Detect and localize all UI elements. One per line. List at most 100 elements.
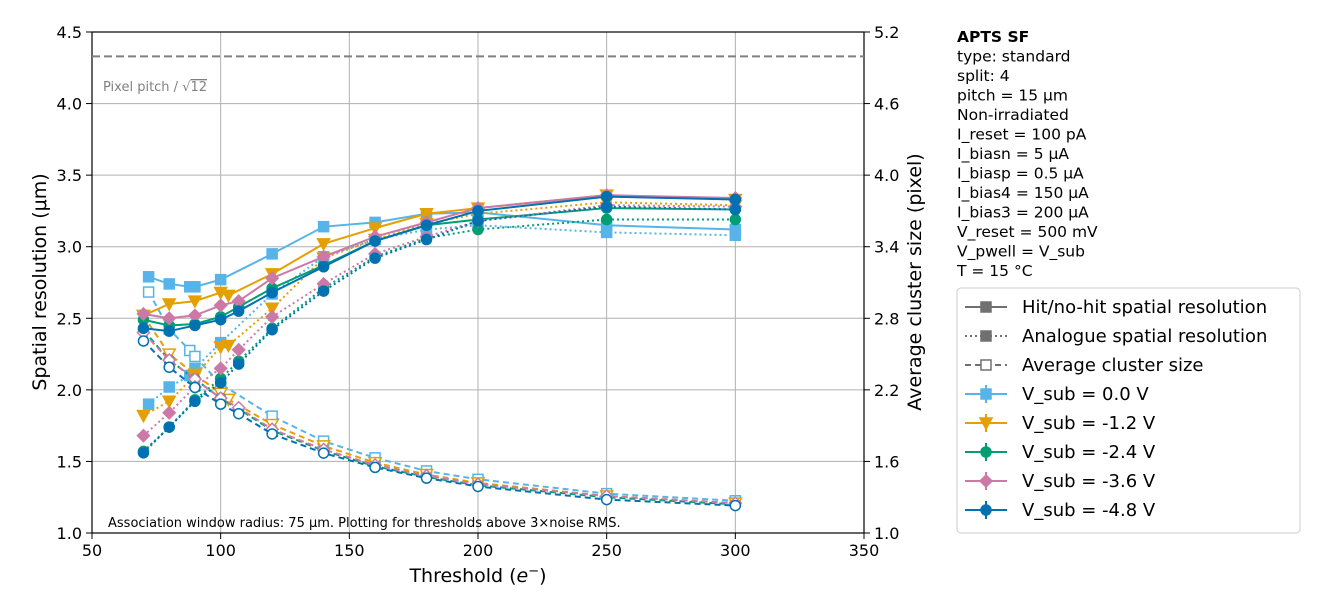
analogue-resolution-point bbox=[600, 213, 613, 226]
cluster-size-point bbox=[317, 447, 330, 459]
reference-line-label: Pixel pitch / √12 bbox=[103, 80, 207, 95]
analogue-resolution-point bbox=[136, 428, 151, 443]
legend-marker bbox=[980, 359, 992, 371]
series-4 bbox=[137, 190, 742, 512]
analogue-resolution-point bbox=[189, 395, 201, 408]
x-tick-label: 100 bbox=[205, 541, 236, 560]
analogue-resolution-point bbox=[472, 215, 484, 227]
y-tick-label-left: 4.5 bbox=[57, 23, 82, 42]
legend-label: V_sub = 0.0 V bbox=[1022, 384, 1149, 405]
hit-resolution-point bbox=[420, 219, 433, 231]
info-line: I_biasp = 0.5 μA bbox=[957, 165, 1084, 184]
hit-resolution-point bbox=[214, 273, 227, 286]
hit-resolution-point bbox=[187, 295, 203, 309]
hit-resolution-point bbox=[163, 325, 175, 337]
info-line: V_reset = 500 mV bbox=[957, 223, 1098, 242]
legend-marker bbox=[978, 473, 994, 489]
y-tick-label-left: 2.0 bbox=[57, 381, 82, 400]
analogue-resolution-line bbox=[142, 218, 736, 453]
hit-resolution-point bbox=[161, 298, 177, 312]
hit-resolution-point bbox=[163, 278, 175, 290]
hit-resolution-point bbox=[214, 313, 227, 326]
info-line: I_bias3 = 200 μA bbox=[957, 204, 1089, 223]
info-line: T = 15 °C bbox=[956, 262, 1033, 280]
legend-label: Analogue spatial resolution bbox=[1022, 326, 1267, 347]
info-line: I_bias4 = 150 μA bbox=[957, 184, 1089, 203]
info-line: type: standard bbox=[957, 48, 1071, 66]
analogue-resolution-point bbox=[162, 405, 177, 420]
analogue-resolution-point bbox=[163, 421, 175, 433]
hit-resolution-point bbox=[187, 308, 202, 323]
analogue-resolution-point bbox=[221, 339, 236, 354]
legend-marker bbox=[980, 504, 992, 516]
info-line: Non-irradiated bbox=[957, 106, 1069, 124]
analogue-resolution-line bbox=[142, 201, 736, 417]
hit-resolution-point bbox=[419, 208, 434, 222]
hit-resolution-point bbox=[137, 322, 150, 335]
hit-resolution-point bbox=[265, 271, 280, 286]
hit-resolution-point bbox=[729, 193, 742, 206]
y-tick-label-right: 2.2 bbox=[874, 381, 899, 400]
hit-resolution-point bbox=[317, 220, 330, 233]
hit-resolution-point bbox=[136, 306, 151, 322]
legend: Hit/no-hit spatial resolution Analogue sp… bbox=[956, 287, 1301, 534]
hit-resolution-point bbox=[189, 281, 201, 293]
hit-resolution-point bbox=[367, 222, 383, 236]
legend-marker bbox=[980, 330, 992, 342]
cluster-size-point bbox=[163, 361, 175, 373]
info-line: I_biasn = 5 μA bbox=[957, 145, 1069, 164]
cluster-size-line bbox=[142, 331, 736, 505]
hit-resolution-point bbox=[369, 235, 381, 247]
x-tick-label: 300 bbox=[720, 541, 751, 560]
hit-resolution-point bbox=[266, 286, 278, 299]
analogue-resolution-point bbox=[264, 302, 280, 316]
legend-marker bbox=[980, 388, 992, 400]
analogue-resolution-point bbox=[136, 409, 151, 424]
analogue-resolution-point bbox=[265, 309, 280, 324]
series-layer bbox=[136, 188, 743, 512]
y-axis-left-title: Spatial resolution (μm) bbox=[29, 173, 51, 390]
cluster-size-point bbox=[600, 493, 613, 506]
hit-resolution-point bbox=[316, 238, 331, 252]
y-tick-label-right: 5.2 bbox=[874, 23, 899, 42]
x-tick-label: 150 bbox=[334, 541, 365, 560]
legend-label: V_sub = -3.6 V bbox=[1022, 471, 1156, 492]
annotation: Association window radius: 75 μm. Plotti… bbox=[108, 516, 621, 531]
cluster-size-line bbox=[147, 291, 736, 502]
x-tick-label: 250 bbox=[591, 541, 622, 560]
analogue-resolution-point bbox=[729, 203, 742, 216]
cluster-size-point bbox=[472, 480, 484, 493]
hit-resolution-point bbox=[317, 261, 330, 273]
y-tick-label-left: 1.5 bbox=[57, 452, 82, 471]
y-tick-label-left: 1.0 bbox=[57, 524, 82, 543]
hit-resolution-point bbox=[472, 205, 484, 217]
hit-resolution-point bbox=[266, 248, 278, 260]
x-axis-title: Threshold (e−) bbox=[408, 564, 546, 588]
cluster-size-point bbox=[369, 461, 381, 474]
analogue-resolution-point bbox=[420, 233, 433, 246]
analogue-resolution-line bbox=[142, 205, 736, 454]
cluster-size-point bbox=[729, 499, 742, 512]
cluster-size-point bbox=[266, 428, 278, 440]
y-tick-label-right: 1.6 bbox=[874, 452, 899, 471]
y-tick-label-right: 4.6 bbox=[874, 95, 899, 114]
y-tick-label-left: 3.5 bbox=[57, 166, 82, 185]
cluster-size-point bbox=[189, 381, 201, 394]
cluster-size-line bbox=[142, 340, 736, 507]
y-tick-label-right: 2.8 bbox=[874, 309, 899, 328]
legend-marker bbox=[980, 446, 992, 458]
y-tick-label-left: 3.0 bbox=[57, 238, 82, 257]
legend-frame bbox=[956, 287, 1301, 534]
hit-resolution-point bbox=[213, 298, 228, 313]
hit-resolution-line bbox=[143, 194, 736, 317]
x-tick-label: 50 bbox=[82, 541, 102, 560]
x-tick-label: 200 bbox=[463, 541, 494, 560]
analogue-resolution-point bbox=[317, 285, 330, 297]
cluster-size-point bbox=[232, 407, 245, 420]
hit-resolution-point bbox=[729, 223, 742, 236]
info-line: APTS SF bbox=[957, 28, 1029, 46]
cluster-size-point bbox=[420, 472, 433, 484]
analogue-resolution-point bbox=[213, 341, 228, 355]
legend-label: V_sub = -4.8 V bbox=[1022, 500, 1156, 521]
